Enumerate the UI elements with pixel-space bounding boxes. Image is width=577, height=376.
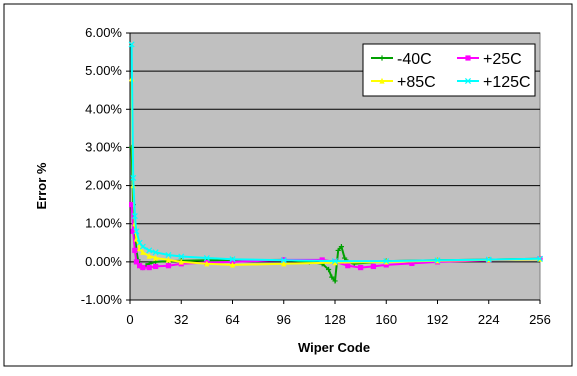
legend-label: +125C bbox=[483, 74, 531, 91]
data-point bbox=[329, 274, 335, 280]
data-point bbox=[203, 255, 210, 262]
x-tick-label: 224 bbox=[478, 312, 500, 327]
axes: -1.00% 0.00% 1.00% 2.00% 3.00% 4.00% 5.00% 6.00… bbox=[81, 25, 551, 327]
data-point bbox=[204, 260, 210, 267]
data-point bbox=[146, 247, 153, 254]
data-point bbox=[178, 258, 184, 265]
data-point bbox=[152, 249, 159, 256]
legend-box bbox=[362, 43, 536, 97]
x-tick-label: 0 bbox=[126, 312, 133, 327]
data-point bbox=[464, 77, 472, 85]
data-point bbox=[465, 55, 471, 61]
data-point bbox=[325, 266, 332, 273]
legend-item: +85C bbox=[371, 74, 436, 91]
series-4 bbox=[128, 41, 544, 265]
x-tick-label: 64 bbox=[225, 312, 239, 327]
data-point bbox=[146, 264, 152, 271]
data-point bbox=[130, 228, 136, 234]
y-tick-label: 0.00% bbox=[85, 254, 122, 269]
y-tick-label: 2.00% bbox=[85, 178, 122, 193]
data-point bbox=[229, 256, 236, 263]
y-tick-label: 4.00% bbox=[85, 101, 122, 116]
data-point bbox=[536, 255, 544, 262]
data-point bbox=[332, 259, 338, 266]
legend-item: +25C bbox=[457, 51, 522, 68]
data-point bbox=[165, 263, 172, 269]
data-point bbox=[137, 245, 143, 252]
data-point bbox=[338, 244, 345, 250]
data-point bbox=[342, 255, 348, 261]
data-point bbox=[178, 253, 185, 260]
y-tick-label: 3.00% bbox=[85, 139, 122, 154]
data-point bbox=[281, 260, 287, 267]
x-tick-label: 32 bbox=[174, 312, 188, 327]
data-point bbox=[131, 213, 138, 220]
data-point bbox=[345, 263, 351, 269]
data-point bbox=[358, 264, 364, 271]
data-point bbox=[370, 263, 377, 270]
data-point bbox=[165, 256, 172, 263]
y-tick-label: 5.00% bbox=[85, 63, 122, 78]
data-point bbox=[332, 278, 338, 284]
data-point bbox=[137, 263, 143, 269]
data-point bbox=[280, 257, 287, 264]
x-tick-label: 96 bbox=[277, 312, 291, 327]
data-point bbox=[153, 263, 159, 270]
data-point bbox=[130, 174, 137, 181]
data-point bbox=[132, 247, 138, 254]
data-point bbox=[409, 260, 415, 266]
x-tick-label: 160 bbox=[375, 312, 397, 327]
x-axis-label: Wiper Code bbox=[298, 340, 370, 355]
data-point bbox=[229, 261, 236, 268]
legend-label: +85C bbox=[397, 74, 436, 91]
data-point bbox=[140, 249, 146, 255]
data-point bbox=[331, 258, 339, 265]
series-line bbox=[130, 44, 541, 263]
data-point bbox=[434, 257, 441, 264]
series-layer bbox=[128, 41, 544, 284]
x-tick-label: 256 bbox=[529, 312, 551, 327]
data-point bbox=[485, 256, 492, 263]
data-point bbox=[129, 202, 135, 208]
data-point bbox=[140, 264, 146, 271]
data-point bbox=[379, 55, 385, 61]
data-point bbox=[133, 259, 140, 265]
y-axis-label: Error % bbox=[34, 162, 49, 209]
legend-item: -40C bbox=[371, 51, 432, 68]
legend-label: -40C bbox=[397, 51, 432, 68]
x-tick-label: 128 bbox=[324, 312, 346, 327]
x-tick-label: 192 bbox=[427, 312, 449, 327]
legend: -40C +25C +85C +125C bbox=[362, 43, 536, 97]
legend-label: +25C bbox=[483, 51, 522, 68]
data-point bbox=[128, 41, 135, 48]
y-tick-label: 6.00% bbox=[85, 25, 122, 40]
data-point bbox=[165, 251, 172, 259]
data-point bbox=[335, 247, 341, 254]
data-point bbox=[139, 243, 146, 250]
data-point bbox=[383, 262, 389, 268]
y-tick-label: 1.00% bbox=[85, 216, 122, 231]
data-point bbox=[146, 252, 152, 259]
data-point bbox=[133, 228, 140, 235]
data-point bbox=[383, 258, 390, 265]
data-point bbox=[379, 77, 385, 84]
data-point bbox=[153, 254, 159, 261]
y-tick-label: -1.00% bbox=[81, 292, 123, 307]
legend-item: +125C bbox=[457, 74, 531, 91]
